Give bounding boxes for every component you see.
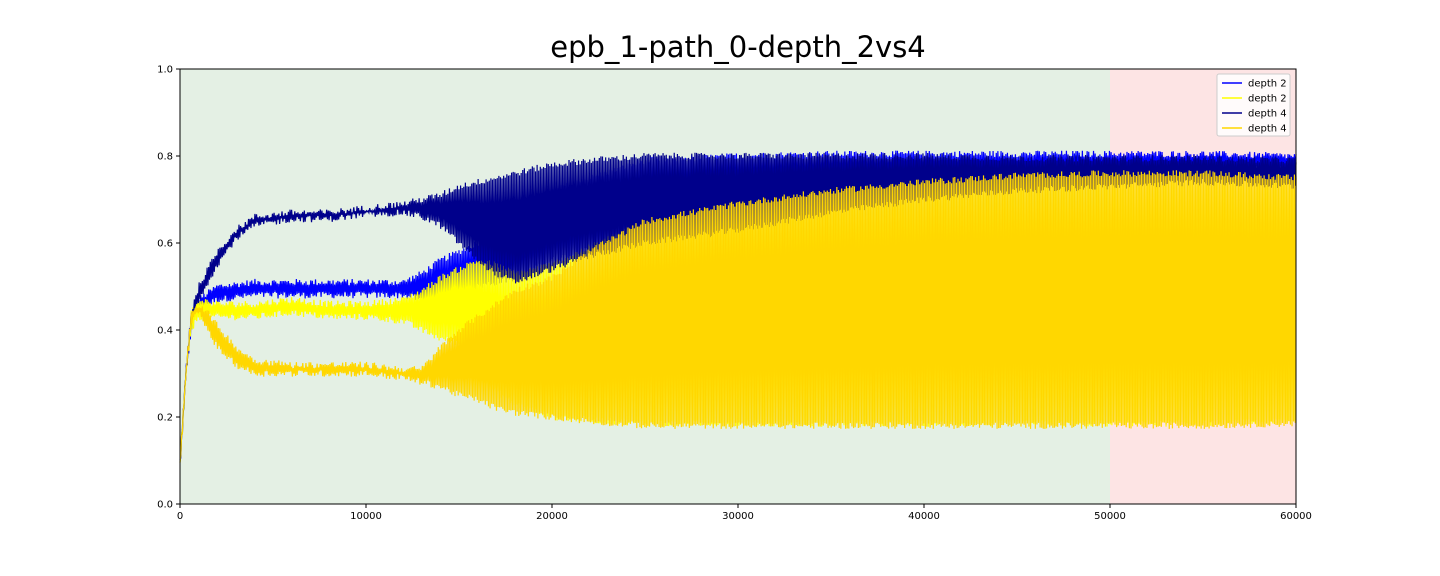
legend-label-3: depth 4 — [1248, 124, 1287, 135]
series-layer — [179, 150, 1297, 463]
legend-label-1: depth 2 — [1248, 94, 1287, 105]
x-tick-label: 30000 — [722, 511, 754, 522]
x-tick-label: 0 — [177, 511, 183, 522]
x-tick-label: 20000 — [536, 511, 568, 522]
y-tick-label: 0.8 — [157, 152, 173, 163]
legend-label-2: depth 4 — [1248, 109, 1287, 120]
series-line-3 — [179, 170, 1297, 463]
x-tick-label: 60000 — [1280, 511, 1312, 522]
legend: depth 2 depth 2 depth 4 depth 4 — [1216, 73, 1291, 137]
x-tick-label: 40000 — [908, 511, 940, 522]
legend-box — [1216, 73, 1291, 137]
y-tick-label: 0.4 — [157, 326, 173, 337]
chart-title: epb_1-path_0-depth_2vs4 — [550, 30, 926, 64]
x-tick-label: 10000 — [350, 511, 382, 522]
series-line-2 — [179, 152, 1297, 460]
y-tick-label: 1.0 — [157, 65, 173, 76]
legend-label-0: depth 2 — [1248, 79, 1287, 90]
x-axis: 0 10000 20000 30000 40000 50000 60000 — [177, 504, 1312, 522]
y-tick-label: 0.2 — [157, 413, 173, 424]
y-axis: 0.0 0.2 0.4 0.6 0.8 1.0 — [157, 65, 180, 511]
y-tick-label: 0.0 — [157, 500, 173, 511]
y-tick-label: 0.6 — [157, 239, 173, 250]
x-tick-label: 50000 — [1094, 511, 1126, 522]
